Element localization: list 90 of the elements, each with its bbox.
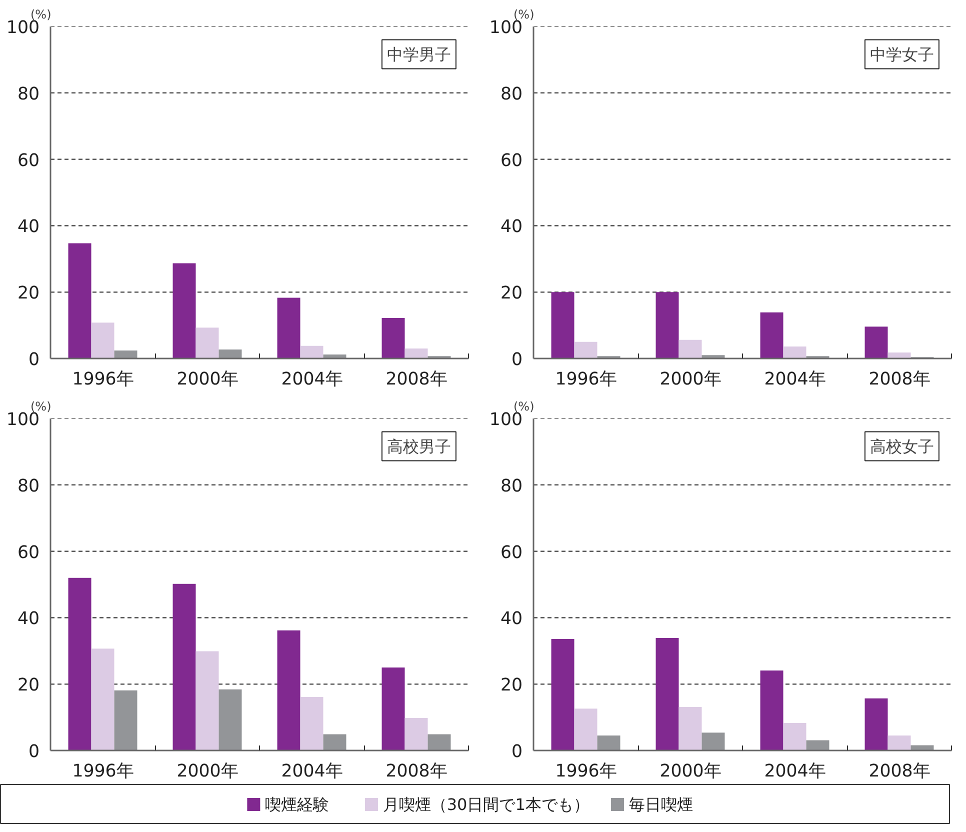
x-tick-label: 2000年 xyxy=(176,762,238,782)
bar xyxy=(277,298,300,358)
y-tick-label: 60 xyxy=(500,150,523,171)
bar xyxy=(172,584,196,750)
bar xyxy=(760,312,784,358)
bar xyxy=(172,263,196,358)
bar xyxy=(864,698,888,750)
bar xyxy=(382,668,405,750)
text: 高校女子 xyxy=(870,436,934,456)
bar xyxy=(300,697,324,750)
bar xyxy=(702,355,725,358)
bar xyxy=(783,346,806,358)
bar xyxy=(68,243,92,358)
bar xyxy=(888,736,911,750)
x-tick-label: 2000年 xyxy=(660,370,721,390)
bar xyxy=(218,350,242,358)
bar xyxy=(574,342,598,358)
bar xyxy=(574,708,598,750)
y-tick-label: 60 xyxy=(500,542,523,563)
x-tick-label: 1996年 xyxy=(555,762,616,782)
bar xyxy=(218,689,242,750)
y-tick-label: 80 xyxy=(500,84,523,104)
x-tick-label: 2008年 xyxy=(386,762,447,782)
y-axis-title: (%) xyxy=(514,400,534,414)
y-tick-label: 80 xyxy=(17,84,40,104)
x-tick-label: 2000年 xyxy=(660,762,721,782)
bar xyxy=(806,740,830,750)
bar xyxy=(678,707,702,750)
bar xyxy=(404,718,428,750)
bar xyxy=(382,318,405,358)
bar xyxy=(428,734,451,750)
bar xyxy=(323,734,346,750)
y-tick-label: 40 xyxy=(17,217,40,238)
bar xyxy=(656,292,679,358)
x-tick-label: 2008年 xyxy=(386,370,447,390)
bar xyxy=(404,348,428,358)
y-tick-label: 0 xyxy=(28,742,40,762)
legend-label: 月喫煙（30日間で1本でも） xyxy=(382,795,590,814)
y-tick-label: 20 xyxy=(500,676,523,696)
legend-label: 毎日喫煙 xyxy=(628,795,693,814)
x-tick-label: 2008年 xyxy=(868,762,930,782)
legend-label: 喫煙経験 xyxy=(265,795,330,814)
x-tick-label: 2004年 xyxy=(764,762,826,782)
y-tick-label: 80 xyxy=(17,476,40,496)
text: 中学男子 xyxy=(386,44,451,64)
y-tick-label: 0 xyxy=(511,350,523,370)
bar xyxy=(702,732,725,750)
bar xyxy=(277,630,300,750)
y-tick-label: 40 xyxy=(17,609,40,630)
bar xyxy=(91,648,114,750)
x-tick-label: 2004年 xyxy=(281,370,342,390)
x-tick-label: 1996年 xyxy=(72,762,134,782)
x-tick-label: 2008年 xyxy=(868,370,930,390)
bar xyxy=(597,736,620,750)
y-tick-label: 40 xyxy=(500,609,523,630)
bar xyxy=(196,328,219,358)
bar xyxy=(910,745,934,750)
bar xyxy=(551,638,574,750)
x-tick-label: 2004年 xyxy=(764,370,826,390)
y-tick-label: 20 xyxy=(500,284,523,304)
y-tick-label: 60 xyxy=(17,150,40,171)
y-tick-label: 40 xyxy=(500,217,523,238)
text: 中学女子 xyxy=(870,44,934,64)
y-axis-title: (%) xyxy=(30,8,52,22)
y-axis-title: (%) xyxy=(30,400,52,414)
y-axis-title: (%) xyxy=(514,8,534,22)
text: 高校男子 xyxy=(386,436,451,456)
bar xyxy=(760,670,784,750)
x-tick-label: 1996年 xyxy=(72,370,134,390)
bar xyxy=(551,292,574,358)
x-tick-label: 2004年 xyxy=(281,762,342,782)
bar xyxy=(783,722,806,750)
bar xyxy=(196,651,219,750)
bar xyxy=(864,326,888,358)
y-tick-label: 0 xyxy=(28,350,40,370)
bar xyxy=(114,690,138,750)
bar xyxy=(114,350,138,358)
y-tick-label: 20 xyxy=(17,676,40,696)
bar xyxy=(91,322,114,358)
bar xyxy=(888,352,911,358)
x-tick-label: 1996年 xyxy=(555,370,616,390)
y-tick-label: 60 xyxy=(17,542,40,563)
bar xyxy=(678,340,702,358)
y-tick-label: 80 xyxy=(500,476,523,496)
bar xyxy=(656,638,679,750)
bar xyxy=(68,578,92,750)
x-tick-label: 2000年 xyxy=(176,370,238,390)
bar xyxy=(300,346,324,358)
y-tick-label: 0 xyxy=(511,742,523,762)
y-tick-label: 20 xyxy=(17,284,40,304)
